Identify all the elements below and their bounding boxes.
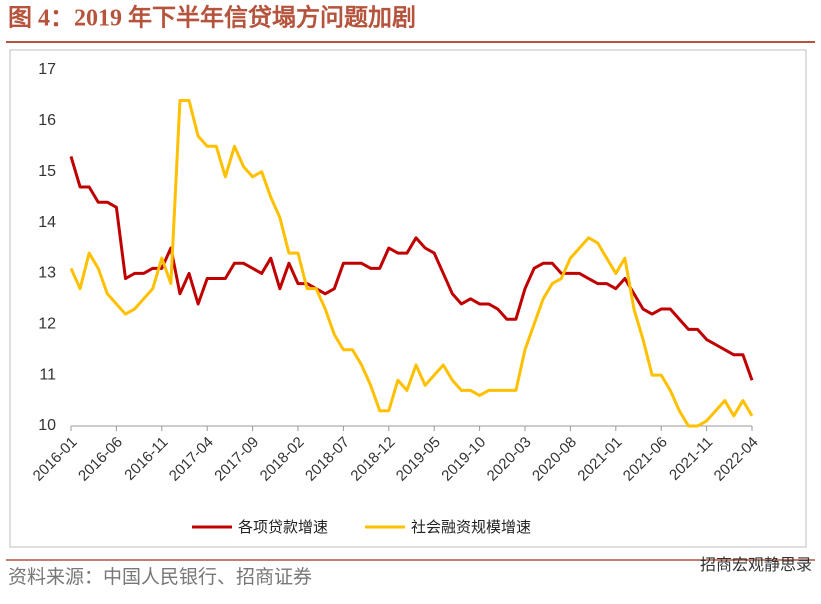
x-tick-label: 2019-10 xyxy=(438,434,489,485)
x-tick-label: 2021-06 xyxy=(620,434,671,485)
y-tick-label: 15 xyxy=(38,163,56,180)
y-tick-label: 11 xyxy=(39,366,56,383)
x-tick-label: 2018-02 xyxy=(257,434,308,485)
x-tick-label: 2016-01 xyxy=(30,434,81,485)
legend-label: 社会融资规模增速 xyxy=(411,519,531,536)
x-tick-label: 2020-03 xyxy=(484,434,535,485)
x-tick-label: 2020-08 xyxy=(529,434,580,485)
x-tick-label: 2022-04 xyxy=(711,434,762,485)
y-tick-label: 16 xyxy=(38,112,56,129)
x-tick-label: 2021-11 xyxy=(666,434,716,484)
x-tick-label: 2018-07 xyxy=(302,434,353,485)
y-tick-label: 14 xyxy=(38,214,56,231)
series-line xyxy=(69,99,754,428)
chart-title: 图 4：2019 年下半年信贷塌方问题加剧 xyxy=(8,4,416,32)
watermark: 招商宏观静思录 xyxy=(700,556,812,574)
x-tick-label: 2016-11 xyxy=(121,434,171,484)
legend-label: 各项贷款增速 xyxy=(238,519,328,536)
y-tick-label: 17 xyxy=(38,61,56,78)
y-tick-label: 10 xyxy=(38,417,56,434)
x-tick-label: 2017-09 xyxy=(211,434,262,485)
y-tick-label: 12 xyxy=(38,316,56,333)
source: 资料来源：中国人民银行、招商证券 xyxy=(8,566,312,588)
x-tick-label: 2017-04 xyxy=(166,434,217,485)
series-line xyxy=(69,156,754,381)
y-tick-label: 13 xyxy=(38,265,56,282)
chart-frame xyxy=(9,49,807,548)
x-tick-label: 2016-06 xyxy=(75,434,126,485)
x-tick-label: 2018-12 xyxy=(347,434,398,485)
x-tick-label: 2019-05 xyxy=(393,434,444,485)
x-tick-label: 2021-01 xyxy=(574,434,625,485)
